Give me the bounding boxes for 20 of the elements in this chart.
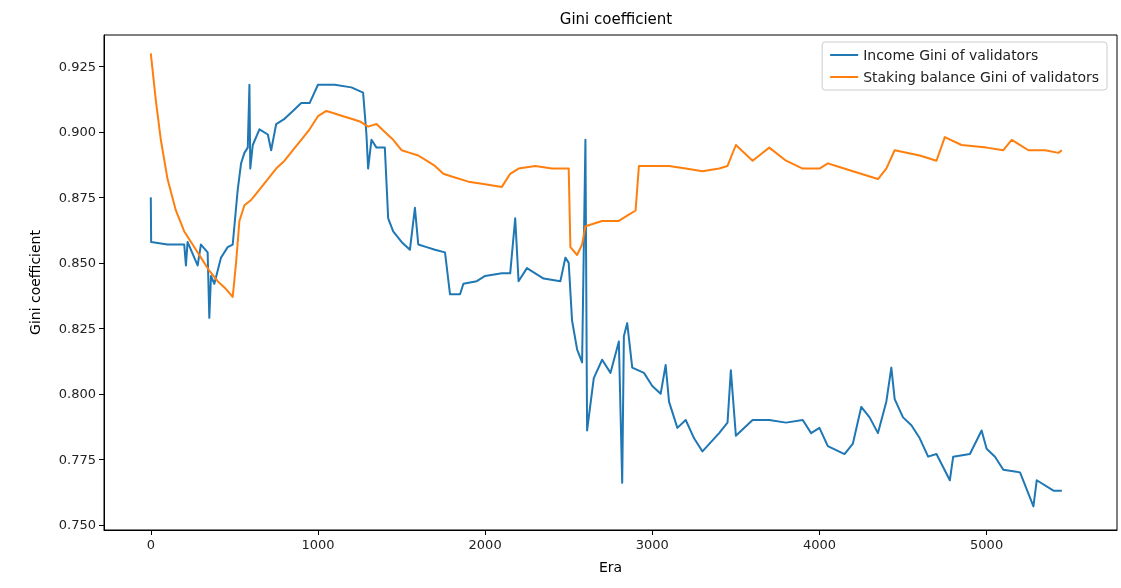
chart-title: Gini coefficient	[559, 9, 673, 28]
legend-label: Income Gini of validators	[863, 47, 1039, 63]
y-axis-title: Gini coefficient	[27, 229, 43, 335]
legend-label: Staking balance Gini of validators	[863, 69, 1099, 85]
x-tick-label: 2000	[468, 537, 502, 552]
y-tick-label: 0.750	[58, 517, 96, 533]
x-tick-label: 3000	[635, 537, 669, 552]
x-axis-title: Era	[598, 559, 623, 575]
x-tick-label: 1000	[301, 537, 335, 552]
y-tick-label: 0.850	[58, 255, 96, 271]
y-tick-label: 0.825	[58, 320, 96, 336]
y-tick-label: 0.775	[58, 451, 96, 467]
y-tick-label: 0.875	[58, 189, 96, 205]
y-tick-label: 0.800	[58, 386, 96, 402]
y-tick-label: 0.925	[58, 58, 96, 74]
y-tick-label: 0.900	[58, 124, 96, 140]
x-tick-label: 0	[146, 537, 155, 552]
x-tick-label: 5000	[970, 537, 1004, 552]
line-series	[149, 83, 1063, 508]
x-tick-label: 4000	[802, 537, 836, 552]
